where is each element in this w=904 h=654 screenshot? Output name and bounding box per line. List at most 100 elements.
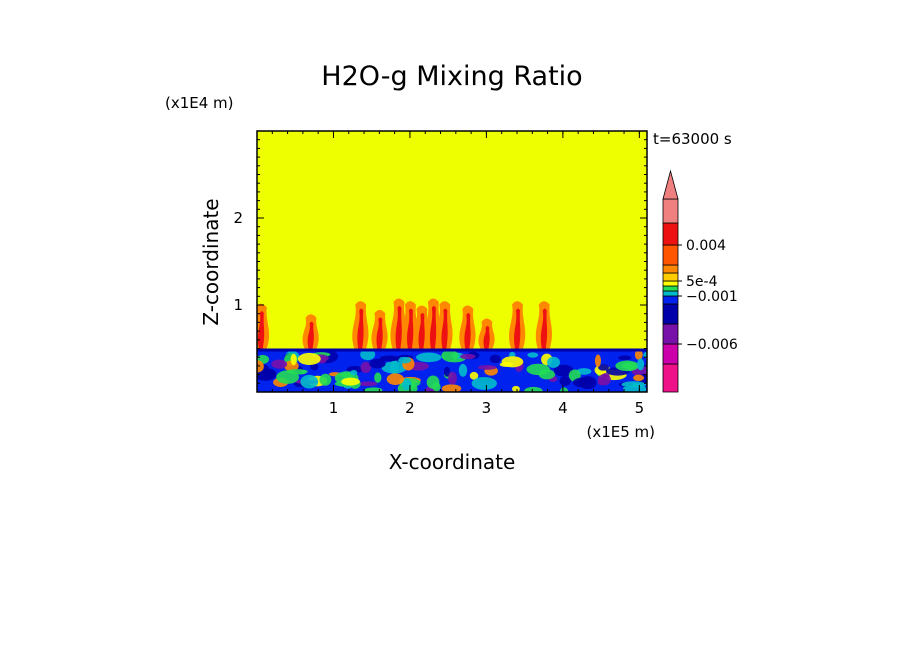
moisture-plume-core	[357, 308, 364, 349]
colorbar: 0.004 5e-4−0.001 −0.006	[662, 169, 738, 393]
colorbar-swatch	[662, 244, 679, 266]
x-tick-label: 2	[405, 399, 415, 417]
colorbar-swatch	[662, 343, 679, 365]
boundary-layer-eddy	[276, 370, 299, 384]
y-axis: 12	[233, 139, 647, 384]
boundary-layer-eddy	[319, 373, 332, 386]
boundary-layer-eddy	[618, 355, 632, 361]
boundary-layer-eddy	[310, 363, 319, 371]
boundary-layer-eddy	[458, 363, 468, 377]
colorbar-swatch	[662, 285, 679, 292]
colorbar-overflow-arrow	[662, 169, 679, 200]
boundary-layer-eddy	[360, 348, 376, 361]
x-unit-label: (x1E5 m)	[586, 423, 655, 441]
moisture-plume-core	[464, 313, 471, 349]
mixing-ratio-field	[257, 131, 647, 392]
boundary-layer-eddy	[524, 386, 543, 392]
moisture-plume-core	[307, 321, 314, 349]
colorbar-swatch	[662, 323, 679, 345]
boundary-layer-eddy	[559, 387, 569, 392]
boundary-layer-eddy	[401, 378, 412, 391]
boundary-layer-eddy	[643, 351, 647, 359]
boundary-layer-eddy	[621, 381, 647, 388]
boundary-layer-eddy	[553, 364, 574, 377]
boundary-layer-top-band	[257, 348, 647, 352]
boundary-layer-eddy	[526, 363, 550, 375]
moisture-plume-core	[257, 311, 265, 349]
boundary-layer-eddy	[547, 356, 560, 368]
colorbar-swatch	[662, 290, 679, 297]
colorbar-swatch	[662, 363, 679, 393]
boundary-layer-eddy	[441, 384, 462, 392]
boundary-layer-eddy	[511, 385, 520, 392]
boundary-layer-eddy	[597, 373, 611, 386]
boundary-layer-eddy	[350, 369, 358, 376]
colorbar-swatch	[662, 222, 679, 246]
y-axis-title: Z-coordinate	[199, 198, 223, 325]
boundary-layer-eddy	[300, 374, 319, 389]
boundary-layer-eddy	[597, 364, 609, 371]
moisture-plume-core	[540, 308, 548, 349]
boundary-layer-eddy	[360, 361, 372, 374]
boundary-layer-eddy	[441, 350, 459, 362]
boundary-layer-eddy	[358, 381, 378, 387]
moisture-plume-core	[483, 326, 490, 349]
boundary-layer-eddy	[257, 360, 264, 373]
moisture-plume-core	[376, 317, 383, 349]
boundary-layer-eddy	[397, 356, 412, 364]
x-tick-label: 1	[329, 399, 339, 417]
boundary-layer-eddy	[374, 372, 382, 383]
boundary-layer-eddy	[489, 354, 501, 364]
boundary-layer-eddy	[501, 356, 524, 368]
boundary-layer-eddy	[341, 377, 360, 386]
boundary-layer-eddy	[576, 368, 592, 375]
boundary-layer-eddy	[477, 364, 497, 370]
boundary-layer-eddy	[297, 352, 321, 366]
colorbar-label: −0.006	[686, 337, 738, 353]
boundary-layer-eddy	[471, 376, 497, 390]
boundary-layer-eddy	[386, 373, 405, 385]
time-label: t=63000 s	[653, 130, 732, 148]
colorbar-swatch	[662, 272, 679, 282]
moisture-plume-core	[441, 308, 448, 349]
moisture-plume-core	[407, 308, 414, 349]
boundary-layer-eddy	[559, 376, 571, 386]
moisture-plume-core	[514, 308, 521, 349]
colorbar-swatch	[662, 198, 679, 224]
colorbar-swatch	[662, 264, 679, 274]
colorbar-swatch	[662, 303, 679, 325]
boundary-layer-eddy	[615, 360, 640, 372]
y-unit-label: (x1E4 m)	[165, 94, 234, 112]
boundary-layer-eddy	[634, 349, 643, 360]
boundary-layer-eddy	[594, 354, 602, 367]
y-tick-label: 1	[233, 296, 243, 314]
x-axis-title: X-coordinate	[389, 450, 516, 474]
boundary-layer-eddy	[432, 382, 441, 392]
colorbar-swatch	[662, 280, 679, 287]
boundary-layer-eddy	[369, 358, 386, 369]
colorbar-label: 0.004	[686, 238, 726, 254]
boundary-layer-eddy	[572, 377, 593, 388]
y-tick-label: 2	[233, 209, 243, 227]
boundary-layer-eddy	[415, 352, 442, 363]
moisture-plume-core	[430, 306, 437, 349]
boundary-layer-eddy	[364, 387, 383, 392]
x-tick-label: 5	[635, 399, 645, 417]
boundary-layer-eddy	[527, 352, 539, 358]
colorbar-label: 5e-4	[686, 274, 718, 290]
colorbar-label: −0.001	[686, 289, 738, 305]
moisture-plume-core	[395, 306, 402, 349]
boundary-layer-eddy	[460, 353, 476, 360]
boundary-layer-eddy	[637, 358, 645, 371]
x-tick-label: 4	[558, 399, 568, 417]
boundary-layer-eddy	[379, 355, 400, 362]
chart-title: H2O-g Mixing Ratio	[321, 61, 582, 92]
colorbar-swatch	[662, 295, 679, 305]
x-tick-label: 3	[482, 399, 492, 417]
x-axis: 1 2 3 4 5	[271, 131, 645, 417]
boundary-layer-eddy	[509, 351, 516, 358]
boundary-layer-eddy	[381, 361, 407, 374]
boundary-layer-eddy	[260, 368, 276, 378]
